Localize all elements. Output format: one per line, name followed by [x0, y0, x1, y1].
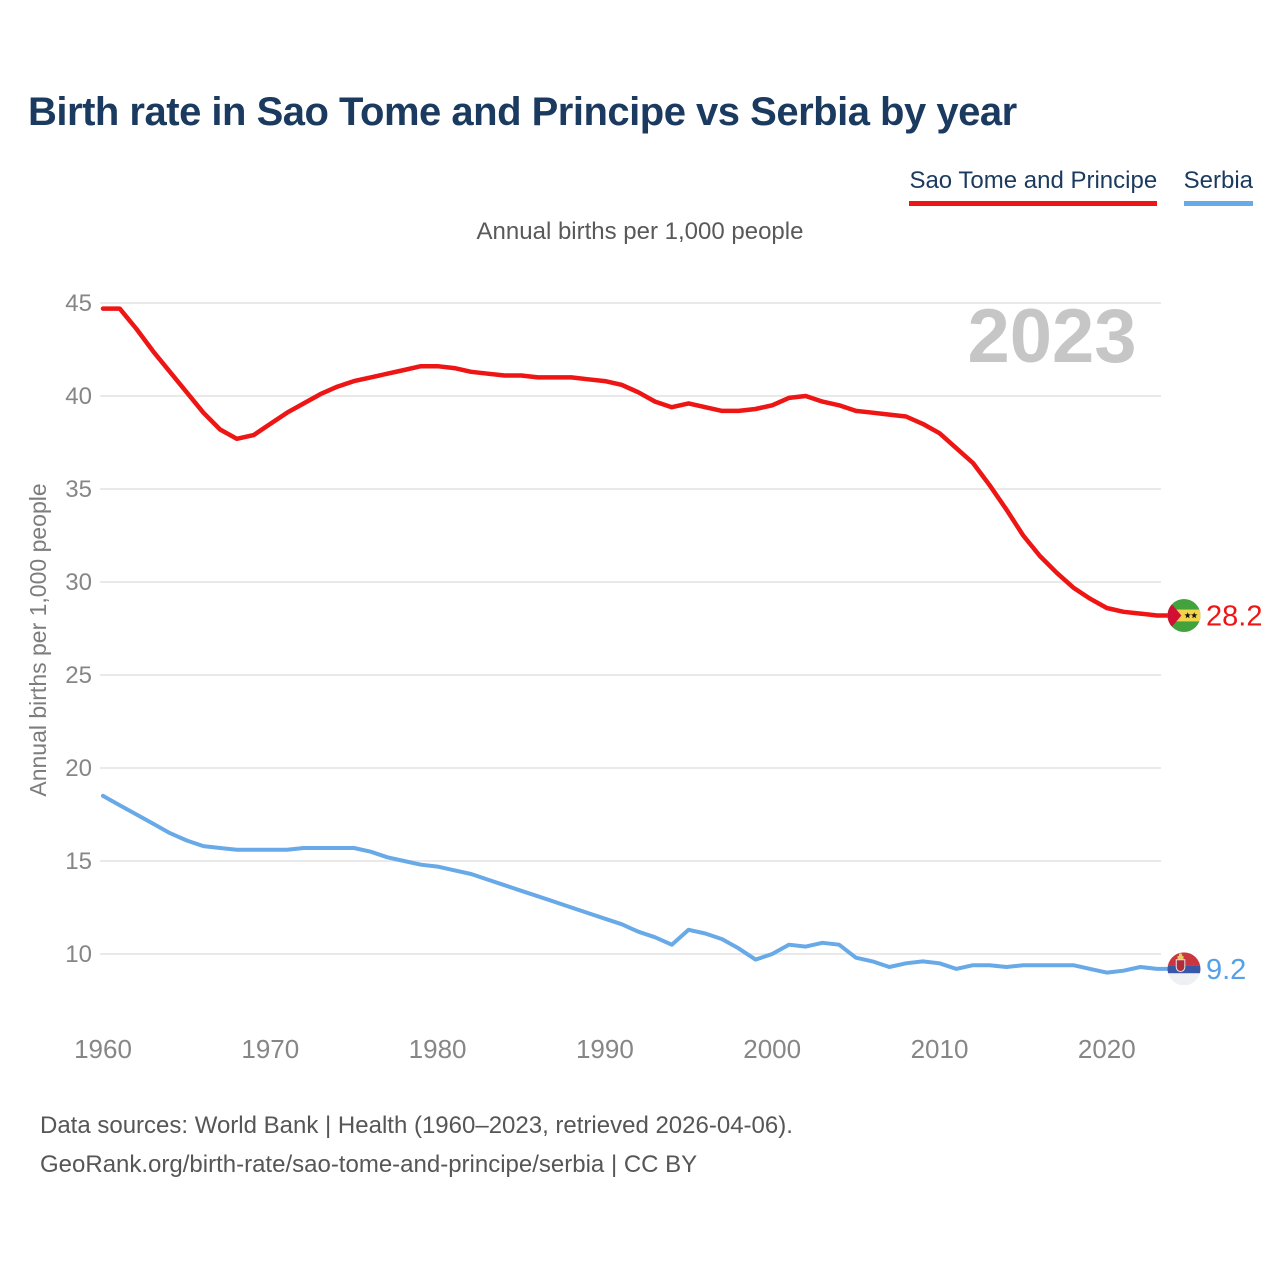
svg-text:1990: 1990: [576, 1034, 634, 1064]
y-axis-title: Annual births per 1,000 people: [25, 483, 51, 796]
watermark-year: 2023: [967, 294, 1136, 379]
chart-legend: Sao Tome and Principe Serbia: [887, 167, 1253, 206]
svg-text:20: 20: [65, 755, 92, 782]
sao-tome-and-principe-flag-icon: [1167, 598, 1201, 632]
series-line-serbia: [101, 793, 1172, 975]
legend-item-sao-tome-and-principe[interactable]: Sao Tome and Principe: [909, 167, 1158, 206]
end-value-serbia: 9.2: [1206, 954, 1246, 986]
svg-text:40: 40: [65, 383, 92, 410]
chart-footer: Data sources: World Bank | Health (1960–…: [40, 1106, 793, 1184]
x-tick-labels: 1960 1970 1980 1990 2000 2010 2020: [74, 1034, 1136, 1064]
svg-text:15: 15: [65, 848, 92, 875]
y-tick-labels: 10 15 20 25 30 35 40 45: [65, 290, 92, 968]
svg-text:1960: 1960: [74, 1034, 132, 1064]
footer-data-sources: Data sources: World Bank | Health (1960–…: [40, 1112, 793, 1139]
svg-text:2020: 2020: [1078, 1034, 1136, 1064]
svg-text:30: 30: [65, 569, 92, 596]
chart-subtitle: Annual births per 1,000 people: [476, 218, 804, 245]
svg-text:45: 45: [65, 290, 92, 317]
svg-text:2000: 2000: [743, 1034, 801, 1064]
page-title: Birth rate in Sao Tome and Principe vs S…: [28, 90, 1017, 134]
svg-text:1980: 1980: [409, 1034, 467, 1064]
grid-lines: [100, 302, 1161, 955]
svg-text:10: 10: [65, 941, 92, 968]
svg-text:2010: 2010: [911, 1034, 969, 1064]
series-line-sao-tome-and-principe: [100, 306, 1173, 618]
legend-item-serbia[interactable]: Serbia: [1183, 167, 1253, 206]
footer-attribution-url: GeoRank.org/birth-rate/sao-tome-and-prin…: [40, 1151, 698, 1178]
svg-text:25: 25: [65, 662, 92, 689]
end-value-sao-tome-and-principe: 28.2: [1206, 601, 1262, 633]
serbia-flag-icon: [1167, 952, 1201, 986]
svg-text:1970: 1970: [241, 1034, 299, 1064]
svg-text:35: 35: [65, 476, 92, 503]
